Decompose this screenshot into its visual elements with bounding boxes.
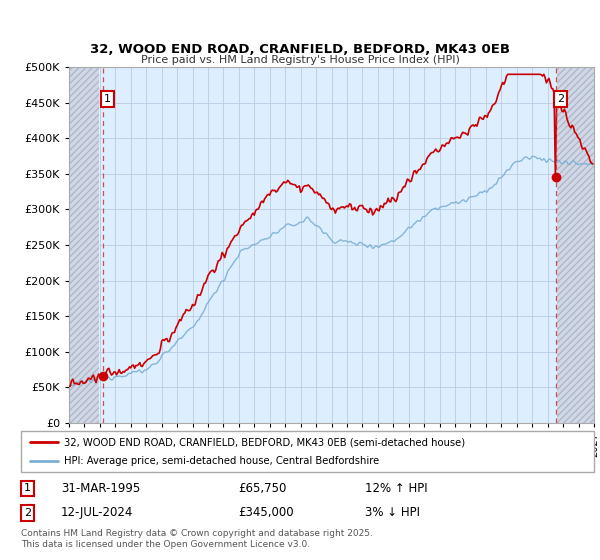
Bar bbox=[69, 67, 98, 423]
Text: 32, WOOD END ROAD, CRANFIELD, BEDFORD, MK43 0EB: 32, WOOD END ROAD, CRANFIELD, BEDFORD, M… bbox=[90, 43, 510, 56]
Text: £65,750: £65,750 bbox=[239, 482, 287, 495]
Text: 2: 2 bbox=[557, 94, 564, 104]
Text: 2: 2 bbox=[24, 508, 31, 518]
FancyBboxPatch shape bbox=[21, 431, 594, 472]
Bar bbox=[557, 67, 594, 423]
Bar bbox=[557, 67, 594, 423]
Text: 12-JUL-2024: 12-JUL-2024 bbox=[61, 506, 133, 520]
Text: 31-MAR-1995: 31-MAR-1995 bbox=[61, 482, 140, 495]
Text: 1: 1 bbox=[24, 483, 31, 493]
Text: 3% ↓ HPI: 3% ↓ HPI bbox=[365, 506, 420, 520]
Text: £345,000: £345,000 bbox=[239, 506, 295, 520]
Text: Price paid vs. HM Land Registry's House Price Index (HPI): Price paid vs. HM Land Registry's House … bbox=[140, 55, 460, 65]
Text: HPI: Average price, semi-detached house, Central Bedfordshire: HPI: Average price, semi-detached house,… bbox=[64, 456, 379, 465]
Text: 1: 1 bbox=[104, 94, 111, 104]
Text: 12% ↑ HPI: 12% ↑ HPI bbox=[365, 482, 427, 495]
Text: Contains HM Land Registry data © Crown copyright and database right 2025.
This d: Contains HM Land Registry data © Crown c… bbox=[21, 529, 373, 549]
Text: 32, WOOD END ROAD, CRANFIELD, BEDFORD, MK43 0EB (semi-detached house): 32, WOOD END ROAD, CRANFIELD, BEDFORD, M… bbox=[64, 437, 465, 447]
Bar bbox=[69, 67, 98, 423]
